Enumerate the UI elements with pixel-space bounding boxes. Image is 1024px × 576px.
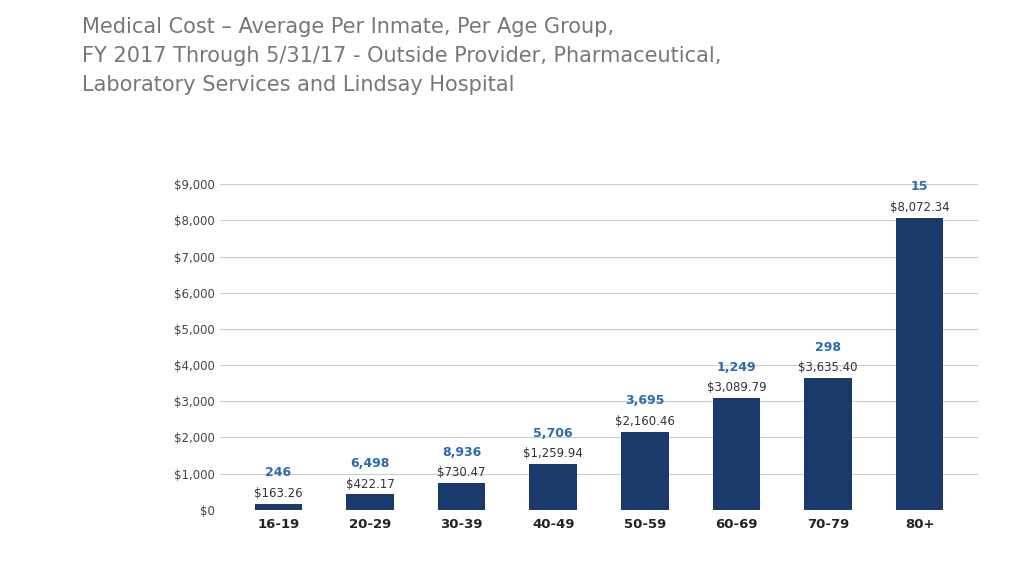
Text: $163.26: $163.26 (254, 487, 303, 500)
Text: $1,259.94: $1,259.94 (523, 448, 584, 460)
Text: 5,706: 5,706 (534, 427, 573, 440)
Text: 6,498: 6,498 (350, 457, 390, 470)
Text: $2,160.46: $2,160.46 (614, 415, 675, 428)
Text: $8,072.34: $8,072.34 (890, 201, 949, 214)
Bar (713, 398, 760, 510)
Text: 15: 15 (911, 180, 929, 194)
Text: $730.47: $730.47 (437, 467, 485, 479)
Text: 3,695: 3,695 (626, 394, 665, 407)
Text: 47: 47 (982, 558, 998, 571)
Bar (621, 431, 669, 510)
Bar (438, 483, 485, 510)
Text: $3,089.79: $3,089.79 (707, 381, 766, 394)
Text: $422.17: $422.17 (346, 478, 394, 491)
Bar (255, 504, 302, 510)
Text: 1,249: 1,249 (717, 361, 757, 374)
Text: 8,936: 8,936 (442, 446, 481, 459)
Text: $3,635.40: $3,635.40 (799, 361, 858, 374)
Text: 298: 298 (815, 341, 841, 354)
Bar (804, 378, 852, 510)
Bar (896, 218, 943, 510)
Bar (346, 494, 394, 510)
Text: Medical Cost – Average Per Inmate, Per Age Group,
FY 2017 Through 5/31/17 - Outs: Medical Cost – Average Per Inmate, Per A… (82, 17, 721, 95)
Bar (529, 464, 578, 510)
Text: 246: 246 (265, 467, 292, 479)
